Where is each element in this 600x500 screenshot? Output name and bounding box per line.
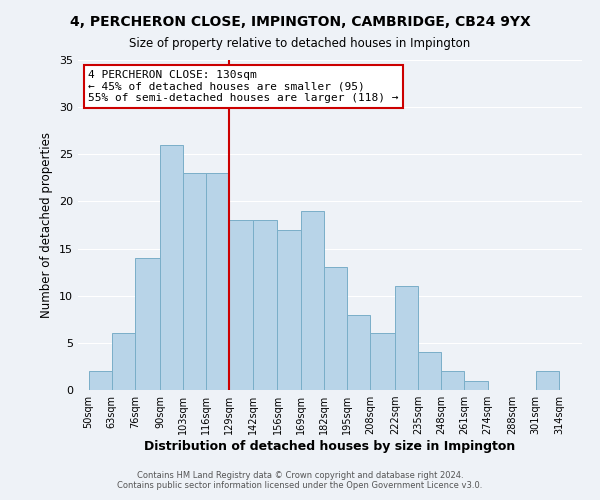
Bar bbox=[206, 173, 229, 390]
Text: 4 PERCHERON CLOSE: 130sqm
← 45% of detached houses are smaller (95)
55% of semi-: 4 PERCHERON CLOSE: 130sqm ← 45% of detac… bbox=[88, 70, 398, 103]
Bar bbox=[418, 352, 442, 390]
Bar bbox=[395, 286, 418, 390]
Text: 4, PERCHERON CLOSE, IMPINGTON, CAMBRIDGE, CB24 9YX: 4, PERCHERON CLOSE, IMPINGTON, CAMBRIDGE… bbox=[70, 15, 530, 29]
Bar bbox=[160, 145, 183, 390]
Bar bbox=[324, 268, 347, 390]
Bar bbox=[347, 314, 370, 390]
Bar bbox=[253, 220, 277, 390]
X-axis label: Distribution of detached houses by size in Impington: Distribution of detached houses by size … bbox=[145, 440, 515, 453]
Bar bbox=[464, 380, 488, 390]
Bar bbox=[135, 258, 160, 390]
Bar bbox=[536, 371, 559, 390]
Bar bbox=[112, 334, 135, 390]
Bar bbox=[229, 220, 253, 390]
Bar bbox=[89, 371, 112, 390]
Text: Contains HM Land Registry data © Crown copyright and database right 2024.
Contai: Contains HM Land Registry data © Crown c… bbox=[118, 470, 482, 490]
Bar bbox=[442, 371, 464, 390]
Bar bbox=[183, 173, 206, 390]
Bar bbox=[370, 334, 395, 390]
Bar bbox=[301, 211, 324, 390]
Bar bbox=[277, 230, 301, 390]
Y-axis label: Number of detached properties: Number of detached properties bbox=[40, 132, 53, 318]
Text: Size of property relative to detached houses in Impington: Size of property relative to detached ho… bbox=[130, 38, 470, 51]
